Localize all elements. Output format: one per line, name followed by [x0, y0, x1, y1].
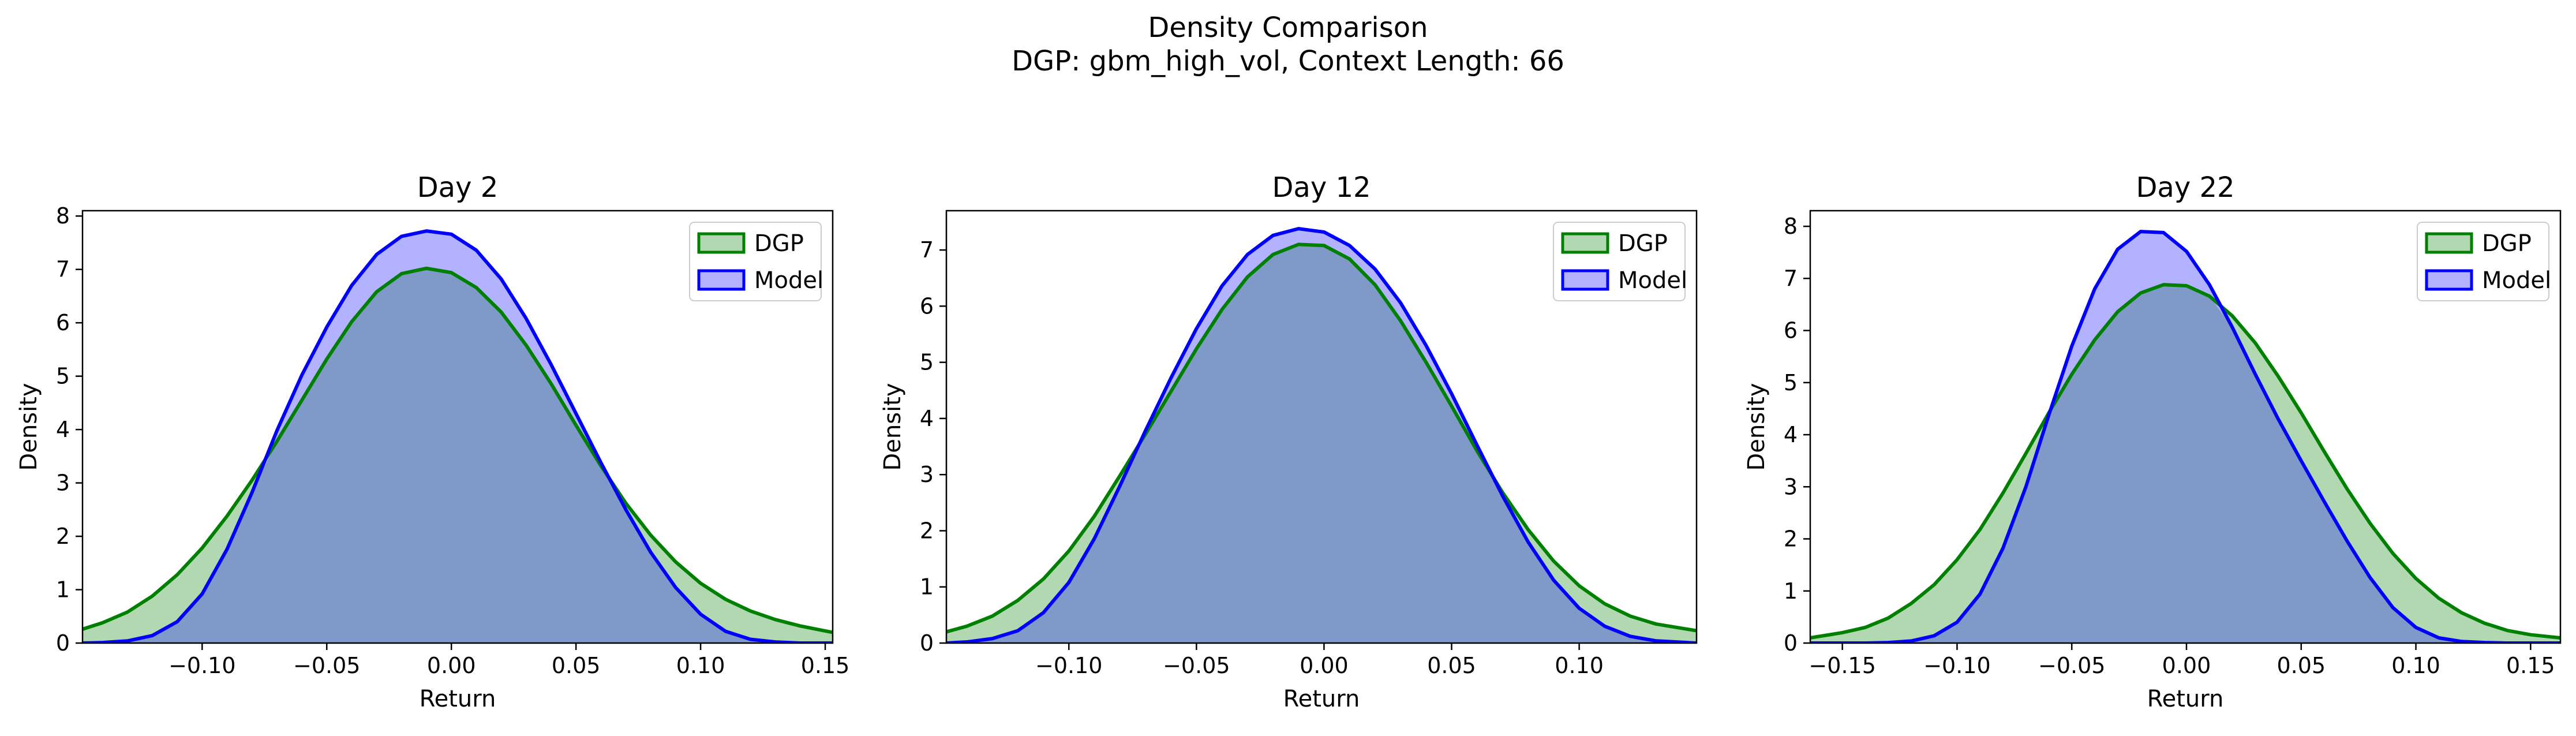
- subplot-1: −0.10 −0.05 0.00 0.05 0.10 0.15 0 1 2 3 4 5 6 7 8 Day 2…: [16, 171, 849, 712]
- y-tick-label: 5: [920, 350, 934, 375]
- y-tick-label: 1: [56, 577, 70, 603]
- y-tick-label: 4: [56, 417, 70, 442]
- y-tick-label: 4: [1784, 422, 1798, 447]
- y-axis-label: Density: [879, 383, 906, 470]
- x-tick-label: −0.05: [1163, 653, 1230, 678]
- y-tick-label: 7: [1784, 266, 1798, 291]
- legend: DGP Model: [2417, 222, 2551, 301]
- x-tick-label: 0.05: [552, 653, 601, 678]
- y-tick-label: 5: [1784, 370, 1798, 395]
- plot-area: [946, 227, 1697, 643]
- y-axis-label: Density: [1743, 383, 1770, 470]
- x-axis-label: Return: [2147, 686, 2224, 712]
- x-tick-label: −0.10: [169, 653, 235, 678]
- legend-swatch-model: [1561, 269, 1609, 291]
- y-axis-label: Density: [16, 383, 42, 470]
- y-tick-label: 3: [920, 462, 934, 487]
- x-tick-label: 0.10: [2391, 653, 2440, 678]
- legend-swatch-dgp: [2425, 232, 2473, 254]
- subplot-title: Day 22: [2136, 171, 2234, 204]
- legend-label-model: Model: [754, 267, 823, 294]
- x-tick-label: 0.00: [1300, 653, 1349, 678]
- x-tick-label: 0.05: [1427, 653, 1476, 678]
- legend-label-model: Model: [2482, 267, 2551, 294]
- y-tick-label: 7: [920, 237, 934, 263]
- subplot-3: −0.15 −0.10 −0.05 0.00 0.05 0.10 0.15 0 1 2 3 4 5 6 7 8…: [1743, 171, 2562, 712]
- y-tick-label: 6: [56, 310, 70, 335]
- y-tick-label: 8: [1784, 214, 1798, 239]
- legend-label-dgp: DGP: [1618, 230, 1668, 257]
- x-tick-label: −0.10: [1923, 653, 1990, 678]
- x-tick-label: −0.05: [293, 653, 360, 678]
- x-tick-label: −0.05: [2038, 653, 2105, 678]
- dgp-density-line: [83, 266, 833, 634]
- x-tick-label: 0.15: [801, 653, 850, 678]
- y-tick-label: 6: [920, 293, 934, 319]
- axes-frame: [945, 210, 1698, 644]
- x-tick-label: −0.10: [1035, 653, 1102, 678]
- x-axis-label: Return: [1283, 686, 1360, 712]
- x-tick-label: −0.15: [1809, 653, 1875, 678]
- x-tick-label: 0.00: [2162, 653, 2211, 678]
- axes-frame: [81, 210, 834, 644]
- subplot-title: Day 12: [1272, 171, 1371, 204]
- legend-label-model: Model: [1618, 267, 1687, 294]
- subplot-2: −0.10 −0.05 0.00 0.05 0.10 0 1 2 3 4 5 6 7 Day 12 Retu…: [879, 171, 1698, 712]
- overlap-density-area: [1810, 285, 2560, 643]
- model-density-line: [83, 229, 833, 643]
- y-tick-label: 6: [1784, 318, 1798, 343]
- model-density-line: [1810, 230, 2560, 643]
- figure-title-line1: Density Comparison: [1148, 12, 1428, 44]
- y-tick-label: 7: [56, 257, 70, 282]
- dgp-density-line: [946, 242, 1697, 634]
- x-tick-label: 0.10: [1555, 653, 1604, 678]
- x-tick-label: 0.05: [2277, 653, 2326, 678]
- y-tick-label: 8: [56, 203, 70, 229]
- y-tick-label: 2: [920, 518, 934, 543]
- axes-frame: [1809, 210, 2562, 644]
- y-tick-label: 4: [920, 406, 934, 431]
- y-tick-label: 3: [56, 470, 70, 496]
- y-tick-label: 2: [56, 524, 70, 549]
- x-tick-label: 0.00: [427, 653, 476, 678]
- y-tick-label: 1: [1784, 578, 1798, 604]
- plot-area: [1810, 230, 2560, 643]
- y-tick-label: 0: [56, 630, 70, 656]
- legend: DGP Model: [689, 222, 823, 301]
- x-axis-label: Return: [420, 686, 496, 712]
- legend-swatch-model: [2425, 269, 2473, 291]
- legend-label-dgp: DGP: [754, 230, 804, 257]
- y-tick-label: 5: [56, 364, 70, 389]
- legend-label-dgp: DGP: [2482, 230, 2532, 257]
- y-tick-label: 2: [1784, 526, 1798, 552]
- y-tick-label: 3: [1784, 474, 1798, 499]
- overlap-density-area: [946, 244, 1697, 643]
- x-tick-label: 0.10: [676, 653, 725, 678]
- y-tick-label: 0: [1784, 630, 1798, 656]
- legend-swatch-model: [697, 269, 746, 291]
- subplot-grid: −0.10 −0.05 0.00 0.05 0.10 0.15 0 1 2 3 4 5 6 7 8 Day 2…: [16, 171, 2562, 712]
- y-tick-label: 0: [920, 630, 934, 656]
- legend-swatch-dgp: [697, 232, 746, 254]
- y-tick-label: 1: [920, 574, 934, 600]
- model-density-line: [946, 227, 1697, 643]
- legend-swatch-dgp: [1561, 232, 1609, 254]
- dgp-density-line: [1810, 283, 2560, 640]
- plot-area: [83, 229, 833, 643]
- overlap-density-area: [83, 268, 833, 643]
- x-tick-label: 0.15: [2506, 653, 2555, 678]
- legend: DGP Model: [1553, 222, 1687, 301]
- figure-title-line2: DGP: gbm_high_vol, Context Length: 66: [1012, 45, 1564, 77]
- subplot-title: Day 2: [417, 171, 499, 204]
